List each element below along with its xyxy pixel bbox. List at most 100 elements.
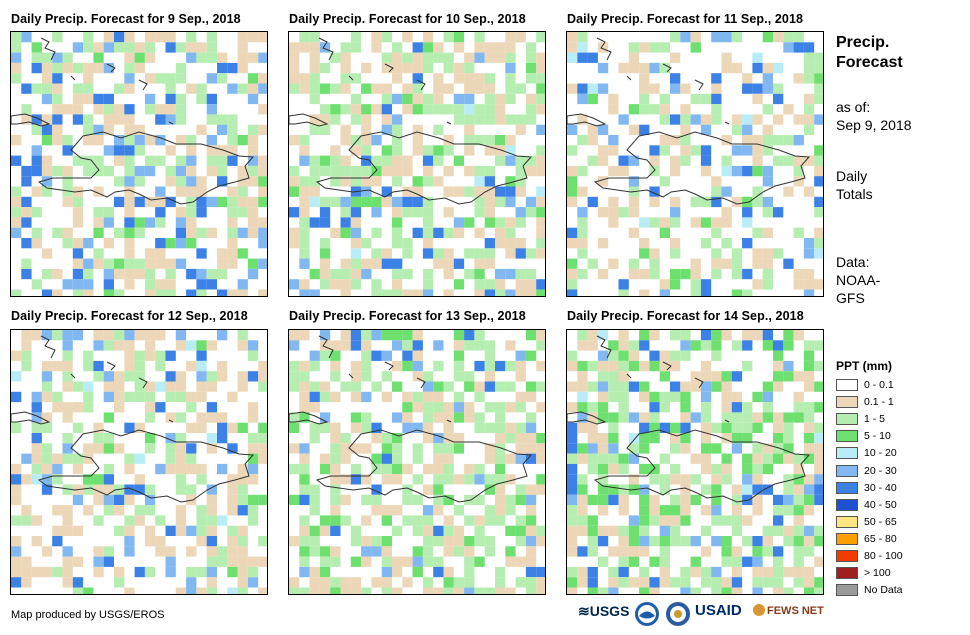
- precip-cell: [597, 62, 609, 74]
- precip-cell: [11, 422, 22, 433]
- precip-cell: [289, 463, 300, 475]
- legend-label: 20 - 30: [864, 464, 897, 477]
- precip-cell: [793, 165, 804, 177]
- precip-cell: [134, 515, 145, 526]
- precip-cell: [62, 238, 73, 249]
- precip-cell: [443, 422, 454, 433]
- forecast-map-5: [288, 329, 546, 595]
- precip-cell: [721, 422, 732, 433]
- precip-cell: [762, 207, 773, 218]
- precip-cell: [124, 145, 135, 156]
- precip-cell: [608, 443, 619, 454]
- precip-cell: [474, 176, 485, 187]
- precip-cell: [227, 145, 238, 156]
- precip-cell: [680, 577, 691, 588]
- precip-cell: [227, 196, 238, 208]
- precip-cell: [721, 155, 732, 166]
- precip-cell: [505, 93, 516, 105]
- precip-cell: [803, 340, 815, 351]
- precip-cell: [186, 165, 197, 177]
- precip-cell: [217, 515, 228, 526]
- precip-cell: [731, 268, 743, 280]
- precip-cell: [422, 207, 434, 218]
- precip-cell: [587, 402, 598, 413]
- precip-cell: [803, 505, 815, 516]
- precip-cell: [762, 412, 773, 423]
- precip-cell: [72, 587, 84, 594]
- precip-cell: [814, 207, 823, 218]
- precip-cell: [752, 227, 763, 238]
- precip-cell: [525, 330, 537, 341]
- precip-cell: [597, 494, 609, 506]
- precip-cell: [186, 402, 197, 413]
- precip-cell: [803, 577, 815, 588]
- precip-cell: [464, 114, 475, 125]
- precip-cell: [803, 371, 815, 382]
- precip-cell: [505, 145, 516, 156]
- precip-cell: [144, 350, 156, 361]
- precip-cell: [525, 42, 537, 53]
- precip-cell: [752, 330, 763, 341]
- precip-cell: [536, 330, 545, 341]
- precip-cell: [793, 268, 804, 280]
- precip-cell: [237, 587, 248, 594]
- precip-cell: [474, 186, 485, 197]
- precip-cell: [227, 83, 238, 94]
- precip-cell: [505, 196, 516, 208]
- precip-cell: [700, 422, 712, 433]
- precip-cell: [361, 350, 372, 361]
- precip-cell: [700, 238, 712, 249]
- precip-cell: [114, 525, 125, 536]
- precip-cell: [505, 83, 516, 94]
- precip-raster: [567, 330, 823, 594]
- precip-cell: [577, 566, 588, 578]
- legend-label: 0 - 0.1: [864, 379, 894, 391]
- precip-cell: [649, 536, 660, 547]
- legend-swatch: [836, 430, 858, 443]
- precip-cell: [392, 155, 403, 166]
- precip-cell: [618, 62, 629, 74]
- precip-cell: [721, 402, 732, 413]
- precip-cell: [453, 474, 465, 485]
- precip-cell: [83, 238, 94, 249]
- precip-cell: [700, 165, 712, 177]
- precip-cell: [711, 474, 722, 485]
- precip-cell: [484, 165, 495, 177]
- precip-cell: [114, 443, 125, 454]
- precip-cell: [464, 412, 475, 423]
- precip-cell: [72, 217, 84, 228]
- precip-cell: [639, 42, 650, 53]
- precip-cell: [217, 433, 228, 444]
- precip-cell: [124, 186, 135, 197]
- precip-cell: [309, 62, 320, 74]
- precip-cell: [474, 391, 485, 403]
- precip-cell: [711, 484, 722, 495]
- precip-cell: [52, 114, 63, 125]
- precip-cell: [597, 124, 609, 135]
- precip-cell: [464, 566, 475, 578]
- precip-cell: [577, 371, 588, 382]
- precip-cell: [41, 155, 53, 166]
- precip-cell: [525, 453, 537, 464]
- precip-cell: [350, 371, 362, 382]
- precip-cell: [93, 360, 104, 372]
- precip-cell: [144, 381, 156, 392]
- coastline: [318, 335, 452, 423]
- precip-cell: [350, 463, 362, 475]
- precip-cell: [103, 145, 114, 156]
- precip-cell: [536, 289, 545, 296]
- precip-cell: [186, 83, 197, 94]
- precip-cell: [134, 176, 145, 187]
- precip-cell: [21, 176, 32, 187]
- precip-cell: [309, 73, 320, 84]
- precip-cell: [52, 360, 63, 372]
- precip-cell: [731, 402, 743, 413]
- precip-cell: [289, 443, 300, 454]
- precip-cell: [721, 207, 732, 218]
- precip-cell: [649, 248, 660, 259]
- precip-cell: [41, 62, 53, 74]
- precip-cell: [577, 52, 588, 63]
- precip-cell: [361, 422, 372, 433]
- precip-cell: [134, 566, 145, 578]
- precip-cell: [72, 93, 84, 105]
